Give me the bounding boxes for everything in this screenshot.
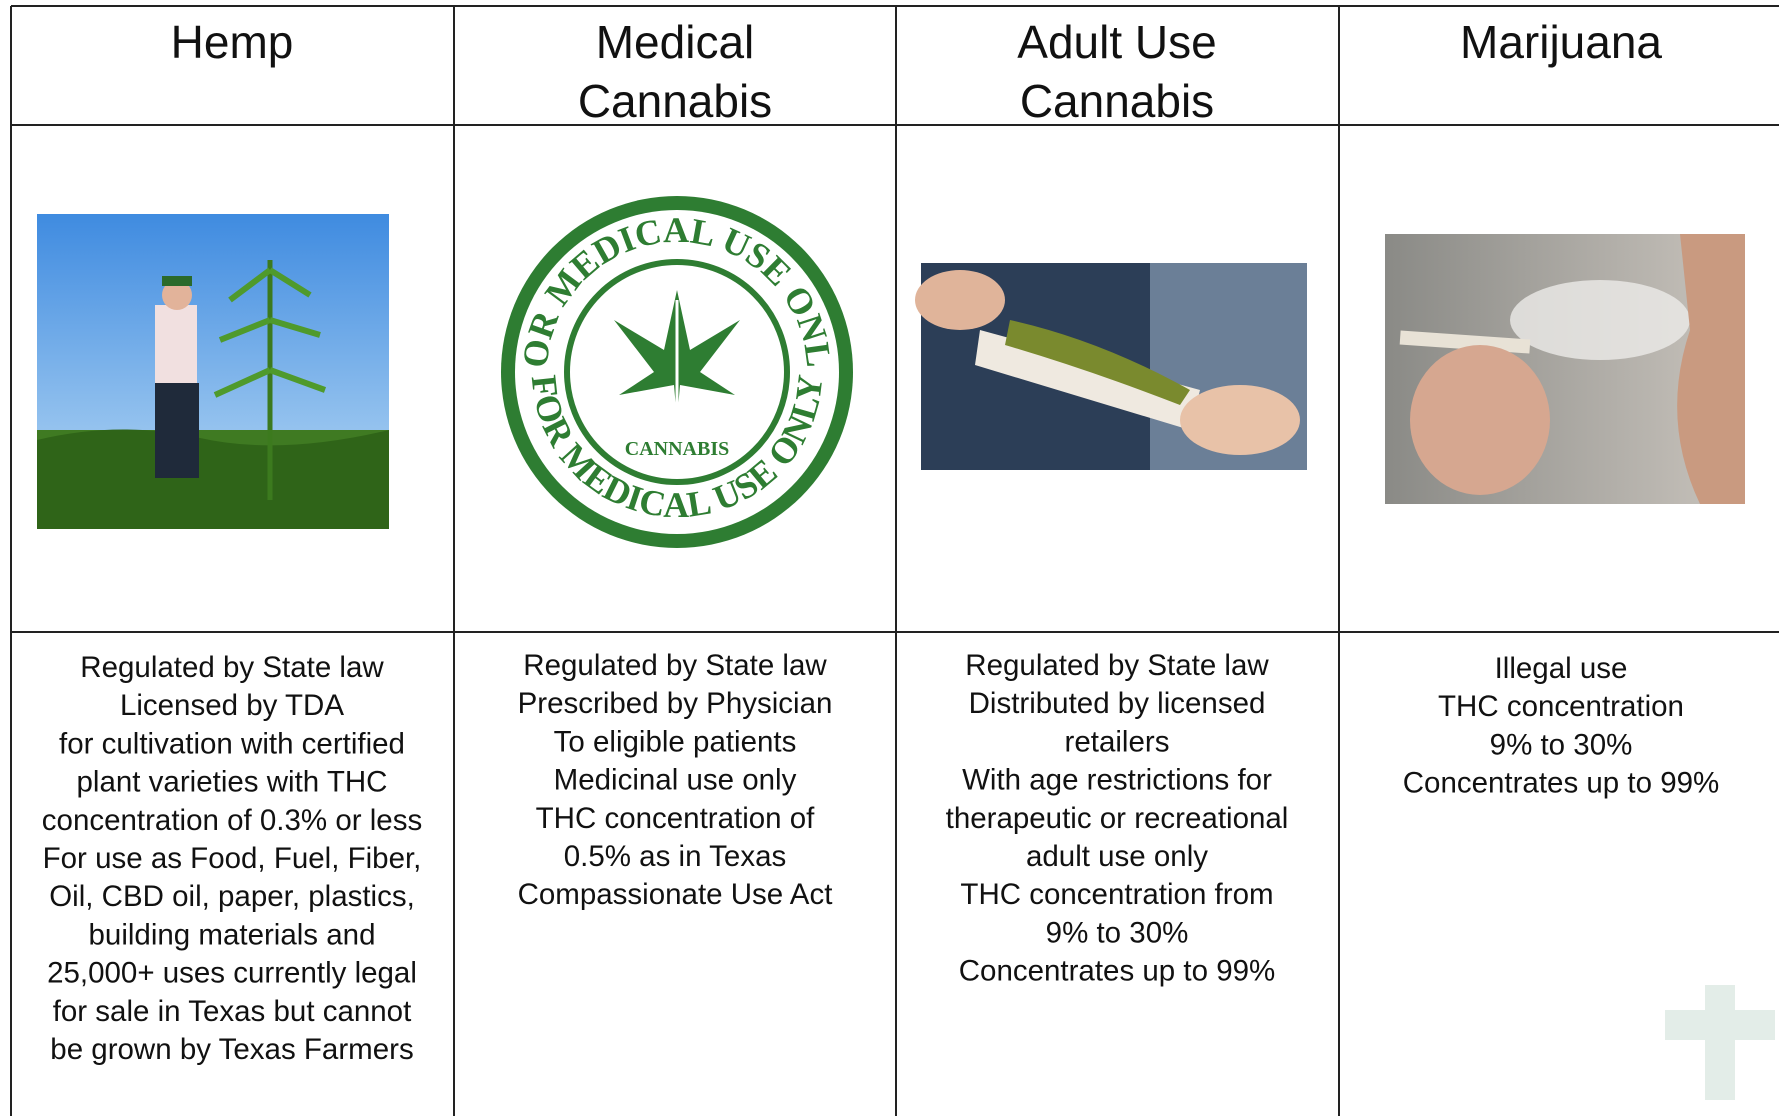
description-line: for sale in Texas but cannot bbox=[53, 995, 412, 1028]
description-line: 25,000+ uses currently legal bbox=[47, 957, 417, 990]
description-line: building materials and bbox=[89, 918, 376, 951]
description-line: To eligible patients bbox=[554, 725, 797, 758]
description-line: Compassionate Use Act bbox=[518, 878, 833, 911]
hemp-photo bbox=[37, 214, 389, 529]
column-header: Hemp bbox=[171, 16, 294, 68]
page: {"table": { "header": [["Hemp"], ["Medic… bbox=[0, 0, 1779, 1116]
column-header: Cannabis bbox=[1020, 75, 1214, 127]
description-line: be grown by Texas Farmers bbox=[50, 1033, 413, 1066]
description-line: concentration of 0.3% or less bbox=[42, 804, 422, 837]
description-line: THC concentration from bbox=[960, 878, 1273, 911]
description-line: 9% to 30% bbox=[1046, 916, 1189, 949]
smoking-photo bbox=[1385, 234, 1745, 504]
description-line: Concentrates up to 99% bbox=[959, 955, 1276, 988]
description-line: Regulated by State law bbox=[523, 649, 827, 682]
description-line: 0.5% as in Texas bbox=[564, 840, 786, 873]
table: FOR MEDICAL USE ONLY FOR MEDICAL USE ONL… bbox=[0, 0, 1779, 1116]
joint-photo bbox=[915, 263, 1307, 470]
watermark bbox=[1665, 985, 1775, 1100]
description-line: Regulated by State law bbox=[965, 649, 1269, 682]
description-line: therapeutic or recreational bbox=[946, 802, 1289, 835]
description-line: plant varieties with THC bbox=[77, 766, 388, 799]
seal-center-text: CANNABIS bbox=[625, 438, 729, 460]
description-line: Oil, CBD oil, paper, plastics, bbox=[49, 880, 415, 913]
description-line: adult use only bbox=[1026, 840, 1208, 873]
column-header: Adult Use bbox=[1017, 16, 1216, 68]
description-line: Prescribed by Physician bbox=[518, 687, 833, 720]
description-line: Concentrates up to 99% bbox=[1403, 767, 1720, 800]
description-line: Illegal use bbox=[1495, 652, 1628, 685]
description-line: Distributed by licensed bbox=[969, 687, 1266, 720]
column-header: Cannabis bbox=[578, 75, 772, 127]
column-header: Medical bbox=[596, 16, 755, 68]
description-line: retailers bbox=[1065, 725, 1170, 758]
description-line: With age restrictions for bbox=[962, 764, 1272, 797]
description-line: THC concentration of bbox=[536, 802, 816, 835]
description-line: 9% to 30% bbox=[1490, 728, 1633, 761]
description-line: THC concentration bbox=[1438, 690, 1684, 723]
description-line: for cultivation with certified bbox=[59, 727, 405, 760]
description-line: Regulated by State law bbox=[80, 651, 384, 684]
description-line: For use as Food, Fuel, Fiber, bbox=[43, 842, 422, 875]
column-header: Marijuana bbox=[1460, 16, 1662, 68]
description-line: Medicinal use only bbox=[554, 764, 797, 797]
description-line: Licensed by TDA bbox=[120, 689, 344, 722]
